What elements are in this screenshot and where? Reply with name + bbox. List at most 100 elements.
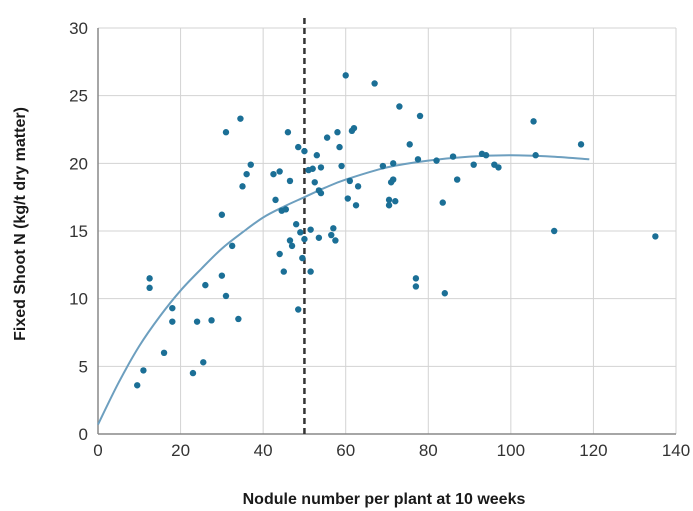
data-point [441,290,448,297]
data-point [532,152,539,159]
data-point [282,206,290,213]
data-point [286,177,294,185]
data-point [311,179,318,186]
data-point [276,250,283,258]
data-point [208,317,215,324]
y-tick-label: 0 [79,425,88,444]
data-point [449,153,457,160]
data-point [146,284,153,292]
data-point [307,226,314,233]
data-point [228,242,236,250]
data-point [276,168,283,175]
data-point [280,268,287,275]
x-tick-labels: 0 20 40 60 80 100 120 140 [93,441,690,460]
x-tick-label: 120 [579,441,607,460]
y-tick-label: 15 [69,222,88,241]
data-point [301,147,308,155]
data-point [495,164,502,171]
data-point [189,369,197,377]
data-point [352,202,360,209]
data-point [392,198,399,205]
x-tick-label: 0 [93,441,102,460]
y-tick-label: 5 [79,357,88,376]
data-point [453,176,461,183]
data-point [140,367,147,374]
data-point [295,143,302,151]
data-point [342,72,349,79]
data-point [193,318,201,325]
data-point [297,229,304,236]
data-point [330,225,337,232]
x-axis-title: Nodule number per plant at 10 weeks [243,491,526,508]
data-point [338,162,345,170]
data-point [412,283,420,290]
data-point [433,157,440,164]
data-point [551,227,558,235]
data-point [239,183,246,190]
data-point [354,183,362,190]
data-point [309,165,316,172]
axes [97,28,676,435]
data-point [237,115,244,122]
data-point [577,141,585,148]
data-point [652,233,659,240]
data-point [317,189,325,197]
data-point [222,129,230,136]
data-point [288,242,296,250]
data-point [328,231,335,239]
data-point [202,281,209,289]
data-point [218,211,226,218]
data-point [530,118,537,125]
data-points [134,72,659,389]
y-tick-label: 30 [69,19,88,38]
y-tick-label: 20 [69,154,88,173]
data-point [414,156,422,163]
data-point [313,152,321,159]
data-point [315,234,323,241]
y-axis-title: Fixed Shoot N (kg/t dry matter) [12,107,29,341]
data-point [323,134,331,141]
data-point [406,141,413,148]
data-point [270,170,277,178]
data-point [222,292,230,300]
y-tick-label: 25 [69,87,88,106]
data-point [344,195,351,202]
data-point [470,161,477,168]
data-point [385,202,393,209]
grid-lines [98,27,677,434]
data-point [146,275,153,282]
trend-curve-group [97,154,590,425]
trend-curve [97,154,590,425]
data-point [169,318,176,325]
y-tick-label: 10 [69,290,88,309]
data-point [295,306,302,313]
data-point [243,170,250,178]
data-point [301,235,308,243]
data-point [160,349,168,356]
data-point [134,382,141,389]
x-tick-label: 40 [254,441,273,460]
data-point [307,268,314,275]
data-point [389,176,397,183]
data-point [247,161,254,168]
data-point [332,237,339,244]
data-point [317,164,325,171]
y-tick-labels: 0 5 10 15 20 25 30 [69,19,88,444]
data-point [439,199,446,206]
data-point [235,315,242,323]
data-point [284,129,292,136]
data-point [371,80,378,87]
data-point [482,152,490,159]
data-point [412,275,420,282]
x-tick-label: 80 [419,441,438,460]
data-point [336,143,343,151]
data-point [286,237,294,244]
data-point [416,112,424,120]
data-point [200,359,207,366]
data-point [396,103,403,110]
data-point [218,272,226,279]
x-tick-label: 60 [336,441,355,460]
data-point [272,196,279,204]
data-point [346,177,354,185]
